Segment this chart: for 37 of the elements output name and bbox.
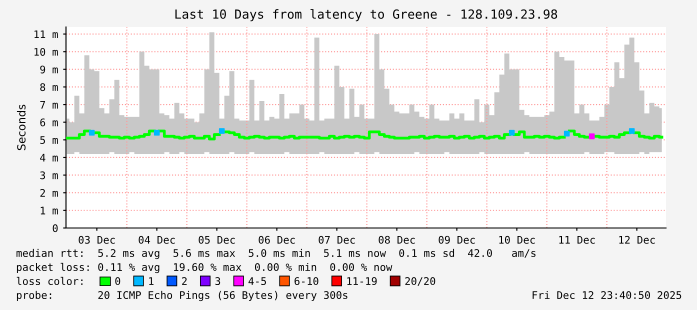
- text: Fri Dec 12 23:40:50 2025: [532, 290, 682, 300]
- x-tick-label: 05 Dec: [198, 236, 235, 244]
- legend-label: 20/20: [405, 277, 436, 286]
- text: median rtt: 5.2 ms avg 5.6 ms max 5.0 ms min 5.1 ms now 0.1 ms sd 42.0 am/s: [16, 248, 536, 260]
- x-tick-label: 08 Dec: [378, 236, 415, 244]
- y-tick-label: 6 m: [40, 118, 58, 126]
- legend-label: 2: [182, 277, 187, 285]
- legend-label: 11-19: [347, 277, 377, 286]
- x-tick-label: 11 Dec: [559, 236, 595, 244]
- chart-title: Last 10 Days from latency to Greene - 128.109.23.98: [175, 9, 558, 22]
- legend-label: 0: [115, 277, 120, 286]
- text: probe: 20 ICMP Echo Pings (56 Bytes) every 300s: [16, 290, 348, 302]
- y-tick-label: 7 m: [40, 100, 58, 109]
- x-tick-label: 10 Dec: [499, 236, 535, 244]
- x-tick-label: 06 Dec: [258, 236, 295, 244]
- text: packet loss: 0.11 % avg 19.60 % max 0.00 % min 0.00 % now: [16, 262, 392, 274]
- y-tick-label: 11 m: [34, 30, 58, 38]
- legend-label: 4-5: [248, 277, 266, 286]
- x-tick-label: 03 Dec: [78, 236, 115, 244]
- legend-label: 3: [215, 277, 220, 286]
- y-tick-label: 0: [52, 224, 58, 232]
- legend-label: 6-10: [294, 277, 318, 286]
- y-tick-label: 3 m: [40, 171, 58, 180]
- legend-title: loss color:: [16, 276, 82, 286]
- y-tick-label: 8 m: [40, 83, 58, 92]
- y-axis-title: Seconds: [16, 104, 26, 150]
- y-tick-label: 10 m: [34, 48, 58, 56]
- x-tick-label: 07 Dec: [318, 236, 355, 244]
- x-tick-label: 12 Dec: [619, 236, 655, 244]
- y-tick-label: 5 m: [40, 136, 58, 144]
- y-tick-label: 9 m: [40, 66, 58, 74]
- x-tick-label: 09 Dec: [438, 236, 475, 244]
- x-tick-label: 04 Dec: [138, 236, 175, 244]
- y-tick-label: 1 m: [40, 206, 58, 214]
- y-tick-label: 2 m: [40, 188, 58, 197]
- legend-label: 1: [149, 277, 154, 285]
- y-tick-label: 4 m: [40, 154, 58, 162]
